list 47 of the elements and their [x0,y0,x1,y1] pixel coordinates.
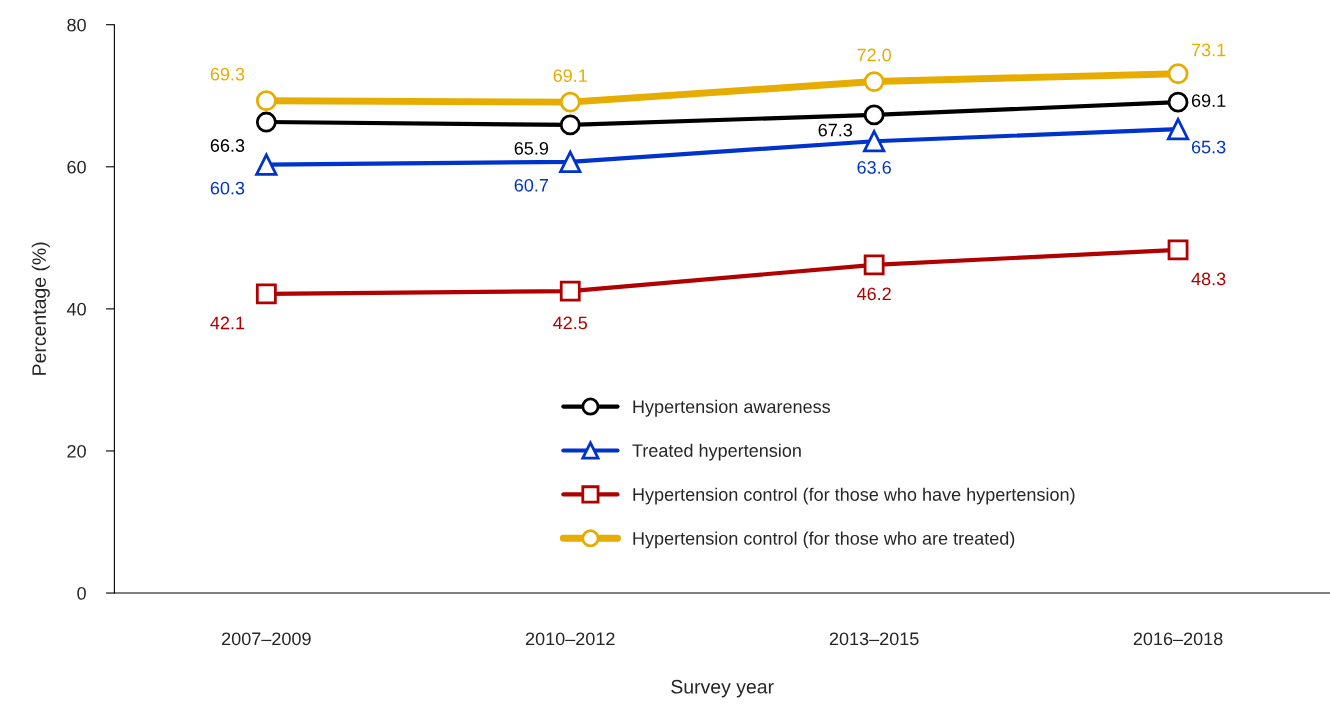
data-label: 73.1 [1191,43,1226,57]
point [559,114,581,136]
point [863,71,885,92]
point [1166,118,1190,141]
data-label: 42.5 [553,316,588,330]
data-label: 65.3 [1191,140,1226,154]
x-tick-label: 2010–2012 [525,632,615,646]
data-label: 42.1 [210,316,245,330]
point [863,254,885,276]
data-label: 65.9 [514,141,549,155]
data-label: 46.2 [856,287,891,301]
x-tick-label: 2013–2015 [829,632,919,646]
legend-label: Hypertension awareness [633,399,831,417]
x-tick-label: 2007–2009 [222,632,311,646]
data-label: 69.3 [210,67,245,81]
data-label: 60.3 [210,181,245,195]
point [863,104,885,126]
point [255,90,277,112]
data-label: 60.7 [514,178,549,192]
point [255,153,278,176]
data-label: 67.3 [818,123,853,137]
point [559,91,581,113]
point [255,111,277,133]
data-label: 72.0 [857,48,892,62]
data-label: 66.3 [210,139,245,152]
y-tick-label: 40 [66,302,86,316]
legend-label: Treated hypertension [632,443,801,461]
data-label: 69.1 [553,69,587,82]
y-tick-label: 0 [77,586,86,600]
point [1167,63,1189,85]
point [255,283,277,305]
y-tick-label: 80 [67,18,86,32]
point [1167,239,1189,261]
data-label: 63.6 [857,161,891,174]
data-label: 69.1 [1191,94,1226,107]
point [559,280,581,302]
data-label: 48.3 [1191,272,1226,286]
y-axis-title: Percentage (%) [31,242,50,375]
y-tick-label: 20 [67,444,86,458]
point [1167,91,1189,113]
point [559,150,582,173]
x-axis-title: Survey year [671,679,774,698]
x-tick-label: 2016–2018 [1133,632,1223,646]
point [863,130,886,153]
y-tick-label: 60 [67,160,86,174]
legend-label: Hypertension control (for those who have hypertension) [633,487,1075,505]
legend-label: Hypertension control (for those who are treated) [633,531,1015,549]
